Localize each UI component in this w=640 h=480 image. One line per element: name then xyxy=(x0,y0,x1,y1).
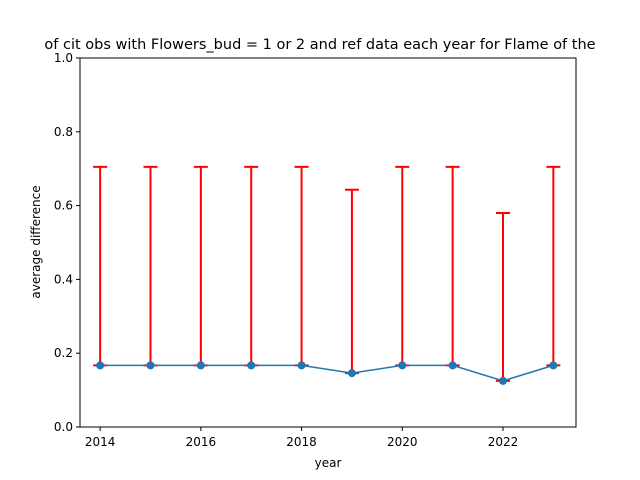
data-point xyxy=(448,361,457,370)
plot-frame xyxy=(79,57,577,428)
x-axis-label: year xyxy=(315,456,342,470)
y-tick-label: 0.2 xyxy=(54,346,73,360)
data-point xyxy=(146,361,155,370)
x-tick-label: 2016 xyxy=(186,435,217,449)
chart-title: of cit obs with Flowers_bud = 1 or 2 and… xyxy=(44,37,595,53)
y-tick-label: 0.6 xyxy=(54,199,73,213)
x-tick-label: 2018 xyxy=(286,435,317,449)
data-point xyxy=(398,361,407,370)
data-point xyxy=(549,361,558,370)
data-point xyxy=(247,361,256,370)
x-tick-label: 2020 xyxy=(387,435,418,449)
y-axis-label: average difference xyxy=(29,185,43,298)
data-point xyxy=(196,361,205,370)
data-point xyxy=(347,369,356,378)
x-axis: 2014 2016 2018 2020 2022 xyxy=(85,427,518,449)
series-line xyxy=(100,364,554,382)
plot-marks xyxy=(93,165,561,385)
y-tick-label: 1.0 xyxy=(54,51,73,65)
x-tick-label: 2014 xyxy=(85,435,116,449)
x-tick-label: 2022 xyxy=(488,435,519,449)
y-axis: 0.0 0.2 0.4 0.6 0.8 1.0 xyxy=(54,51,80,434)
data-point xyxy=(96,361,105,370)
y-tick-label: 0.0 xyxy=(54,420,73,434)
y-tick-label: 0.4 xyxy=(54,272,73,286)
data-point xyxy=(297,361,306,370)
y-tick-label: 0.8 xyxy=(54,125,73,139)
data-point xyxy=(498,376,507,385)
